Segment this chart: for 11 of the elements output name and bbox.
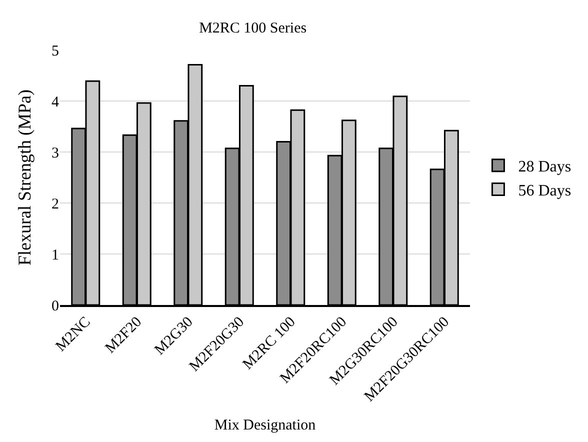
y-tick-label: 0: [52, 298, 59, 314]
y-axis-title: Flexural Strength (MPa): [14, 90, 35, 266]
y-tick-label: 2: [52, 196, 59, 212]
legend-label: 28 Days: [518, 158, 572, 176]
legend-label: 56 Days: [518, 182, 572, 200]
y-tick-label: 5: [52, 43, 59, 60]
y-tick-label: 4: [52, 94, 60, 110]
y-tick-label: 1: [52, 247, 59, 264]
chart-title: M2RC 100 Series: [199, 20, 307, 37]
y-tick-label: 3: [52, 145, 59, 162]
x-axis-title: Mix Designation: [214, 417, 316, 434]
